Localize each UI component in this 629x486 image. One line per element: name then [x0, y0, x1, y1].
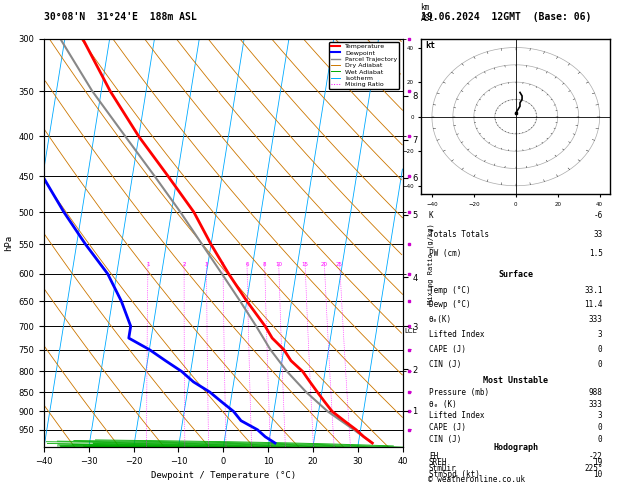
Text: Most Unstable: Most Unstable — [483, 376, 548, 385]
Text: 11.4: 11.4 — [584, 300, 603, 310]
Text: Temp (°C): Temp (°C) — [429, 286, 470, 295]
Text: StmDir: StmDir — [429, 464, 457, 473]
Text: 1.5: 1.5 — [589, 248, 603, 258]
Text: © weatheronline.co.uk: © weatheronline.co.uk — [428, 474, 525, 484]
Text: 0: 0 — [598, 435, 603, 444]
Text: Hodograph: Hodograph — [493, 443, 538, 452]
Text: kt: kt — [426, 40, 436, 50]
Text: 0: 0 — [598, 360, 603, 369]
Text: 988: 988 — [589, 388, 603, 397]
Text: 1: 1 — [146, 262, 150, 267]
Y-axis label: hPa: hPa — [4, 235, 13, 251]
X-axis label: Dewpoint / Temperature (°C): Dewpoint / Temperature (°C) — [151, 471, 296, 480]
Text: Lifted Index: Lifted Index — [429, 412, 484, 420]
Text: EH: EH — [429, 452, 438, 461]
Text: 19.06.2024  12GMT  (Base: 06): 19.06.2024 12GMT (Base: 06) — [421, 12, 592, 22]
Text: 15: 15 — [301, 262, 308, 267]
Text: Mixing Ratio (g/kg): Mixing Ratio (g/kg) — [428, 223, 434, 304]
Text: PW (cm): PW (cm) — [429, 248, 461, 258]
Text: 33: 33 — [593, 229, 603, 239]
Text: 25: 25 — [336, 262, 343, 267]
Text: Dewp (°C): Dewp (°C) — [429, 300, 470, 310]
Text: CIN (J): CIN (J) — [429, 360, 461, 369]
Text: K: K — [429, 210, 433, 220]
Text: 30°08'N  31°24'E  188m ASL: 30°08'N 31°24'E 188m ASL — [44, 12, 197, 22]
Text: Lifted Index: Lifted Index — [429, 330, 484, 339]
Text: 0: 0 — [598, 423, 603, 432]
Text: 333: 333 — [589, 315, 603, 324]
Text: -22: -22 — [589, 452, 603, 461]
Text: CAPE (J): CAPE (J) — [429, 423, 466, 432]
Text: 2: 2 — [182, 262, 186, 267]
Text: 3: 3 — [598, 412, 603, 420]
Text: CAPE (J): CAPE (J) — [429, 345, 466, 354]
Text: 4: 4 — [221, 262, 225, 267]
Text: 10: 10 — [275, 262, 282, 267]
Text: km
ASL: km ASL — [420, 3, 435, 22]
Text: CIN (J): CIN (J) — [429, 435, 461, 444]
Text: LCL: LCL — [404, 328, 416, 334]
Text: 8: 8 — [263, 262, 266, 267]
Text: Pressure (mb): Pressure (mb) — [429, 388, 489, 397]
Text: -6: -6 — [593, 210, 603, 220]
Text: 20: 20 — [321, 262, 328, 267]
Legend: Temperature, Dewpoint, Parcel Trajectory, Dry Adiabat, Wet Adiabat, Isotherm, Mi: Temperature, Dewpoint, Parcel Trajectory… — [329, 42, 399, 89]
Text: 6: 6 — [245, 262, 248, 267]
Text: 19: 19 — [593, 458, 603, 467]
Text: Totals Totals: Totals Totals — [429, 229, 489, 239]
Text: StmSpd (kt): StmSpd (kt) — [429, 470, 480, 479]
Text: SREH: SREH — [429, 458, 447, 467]
Text: Surface: Surface — [498, 270, 533, 279]
Text: 3: 3 — [598, 330, 603, 339]
Text: θₑ(K): θₑ(K) — [429, 315, 452, 324]
Text: 0: 0 — [598, 345, 603, 354]
Text: 3: 3 — [204, 262, 208, 267]
Text: 33.1: 33.1 — [584, 286, 603, 295]
Text: 333: 333 — [589, 400, 603, 409]
Text: 225°: 225° — [584, 464, 603, 473]
Text: 10: 10 — [593, 470, 603, 479]
Text: θₑ (K): θₑ (K) — [429, 400, 457, 409]
